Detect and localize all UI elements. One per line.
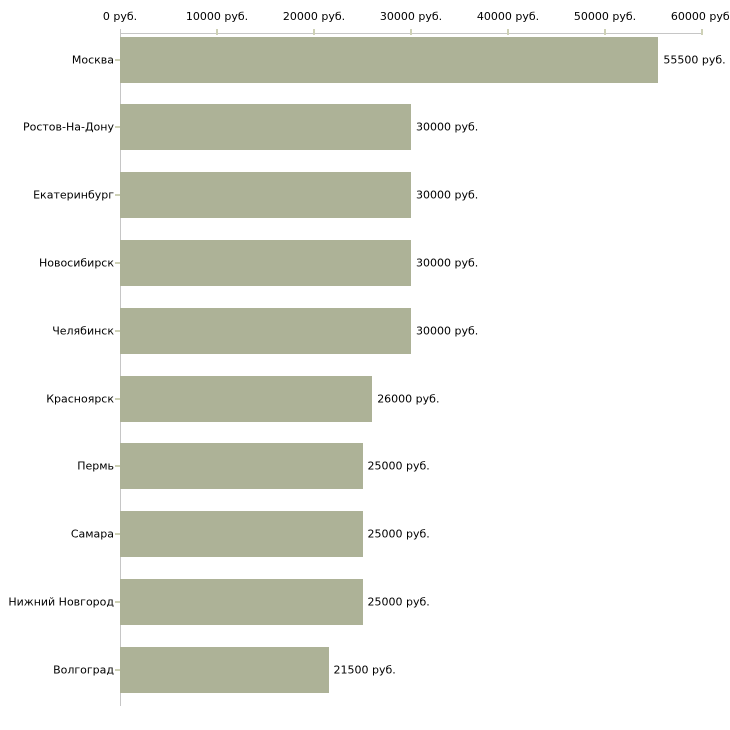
category-tick-mark	[115, 126, 120, 129]
value-label: 30000 руб.	[416, 324, 479, 338]
x-axis-tick-label: 10000 руб.	[185, 10, 249, 23]
bar-2	[120, 104, 411, 151]
category-label: Новосибирск	[38, 256, 114, 270]
x-axis-tick-label: 40000 руб.	[476, 10, 540, 23]
x-axis-tick-label: 0 руб.	[102, 10, 138, 23]
category-label: Красноярск	[46, 392, 114, 405]
value-label: 30000 руб.	[416, 120, 479, 134]
category-label: Самара	[70, 527, 114, 541]
bar-9	[120, 578, 363, 625]
category-tick-mark	[115, 194, 120, 197]
y-axis-line	[120, 29, 121, 706]
category-label: Ростов-На-Дону	[22, 120, 114, 134]
value-label: 55500 руб.	[663, 53, 726, 66]
value-label: 30000 руб.	[416, 256, 479, 270]
category-tick-mark	[115, 58, 120, 61]
bar-5	[120, 307, 411, 354]
category-label: Пермь	[77, 459, 114, 473]
x-axis-tick-mark	[507, 29, 509, 35]
category-label: Волгоград	[53, 663, 114, 677]
category-tick-mark	[115, 668, 120, 671]
category-tick-mark	[115, 397, 120, 400]
x-axis-tick-label: 20000 руб.	[282, 10, 346, 23]
bar-4	[120, 239, 411, 286]
value-label: 25000 руб.	[367, 527, 430, 541]
category-label: Екатеринбург	[33, 188, 114, 202]
category-tick-mark	[115, 329, 120, 332]
x-axis-tick-label: 60000 руб.	[670, 10, 730, 23]
bar-1	[120, 36, 659, 83]
category-tick-mark	[115, 465, 120, 468]
category-label: Челябинск	[52, 324, 114, 338]
bar-10	[120, 646, 329, 693]
x-axis-tick-mark	[701, 29, 703, 35]
bar-3	[120, 172, 411, 219]
x-axis-tick-mark	[216, 29, 218, 35]
x-axis-tick-mark	[410, 29, 412, 35]
category-tick-mark	[115, 600, 120, 603]
value-label: 21500 руб.	[333, 663, 396, 677]
x-axis-tick-label: 30000 руб.	[379, 10, 443, 23]
category-tick-mark	[115, 261, 120, 264]
value-label: 25000 руб.	[367, 595, 430, 609]
x-axis-tick-mark	[604, 29, 606, 35]
category-label: Нижний Новгород	[8, 595, 114, 609]
x-axis-tick-label: 50000 руб.	[573, 10, 637, 23]
category-label: Москва	[71, 53, 114, 66]
value-label: 26000 руб.	[377, 392, 440, 405]
bar-8	[120, 511, 363, 558]
value-label: 30000 руб.	[416, 188, 479, 202]
category-tick-mark	[115, 533, 120, 536]
value-label: 25000 руб.	[367, 459, 430, 473]
bar-6	[120, 375, 373, 422]
bar-7	[120, 443, 363, 490]
x-axis-tick-mark	[313, 29, 315, 35]
